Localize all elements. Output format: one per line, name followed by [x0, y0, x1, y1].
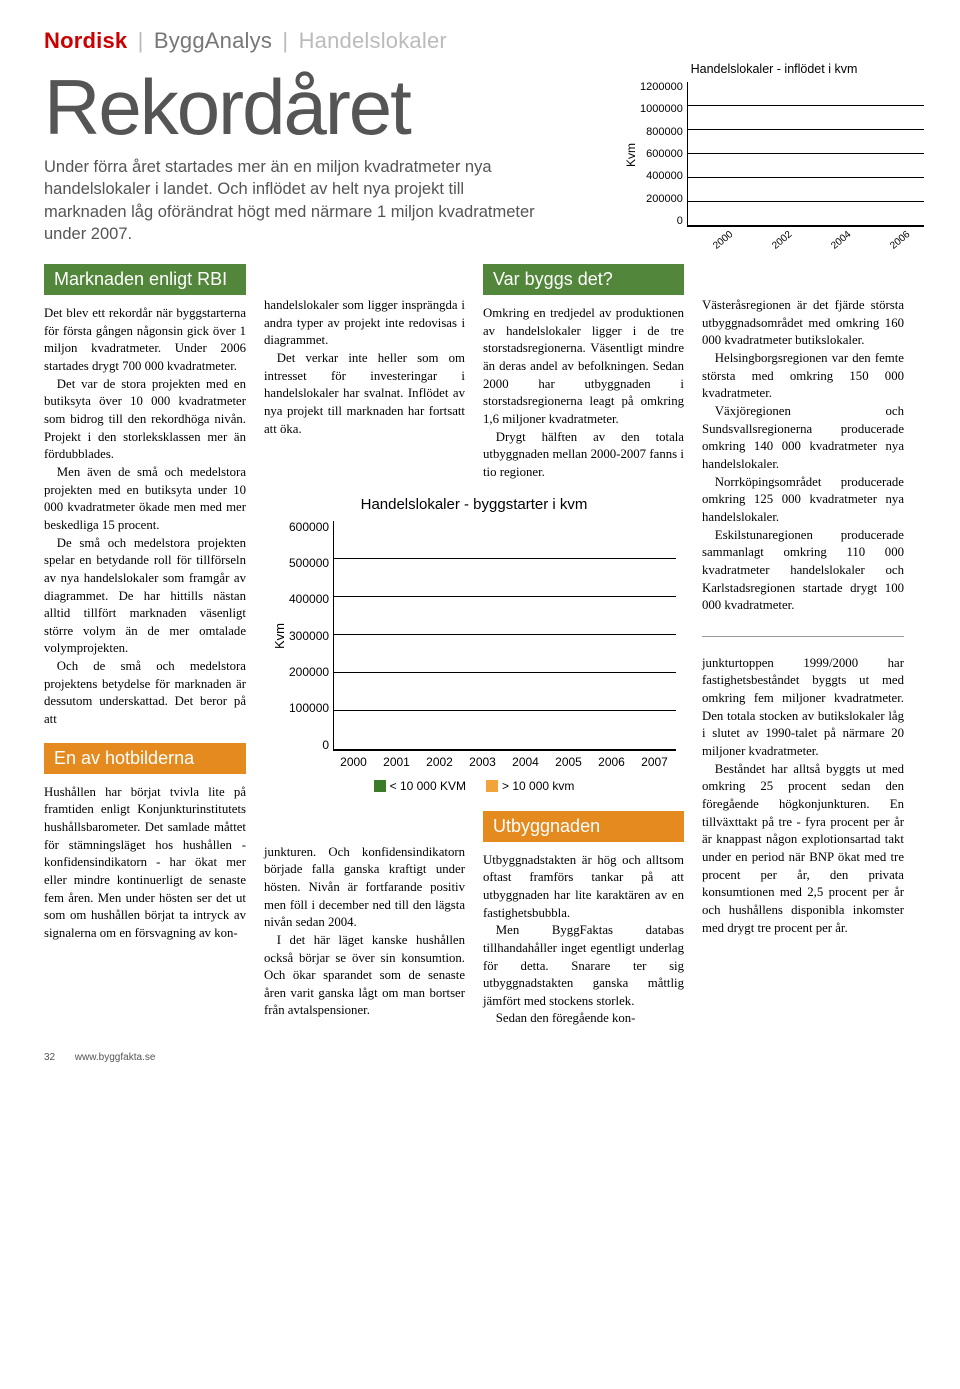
- heading-rbi: Marknaden enligt RBI: [44, 264, 246, 295]
- heading-var: Var byggs det?: [483, 264, 684, 295]
- small-chart-yticks: 120000010000008000006000004000002000000: [640, 82, 687, 227]
- big-chart-xticks: 20002001200220032004200520062007: [332, 755, 676, 769]
- page-title: Rekordåret: [44, 68, 604, 146]
- right-bottom-text: junkturtoppen 1999/2000 har fastighetsbe…: [702, 655, 904, 938]
- midtop-right-text: Omkring en tredjedel av produktionen av …: [483, 305, 684, 482]
- small-chart-ylabel: Kvm: [624, 143, 638, 167]
- big-chart-legend: < 10 000 KVM > 10 000 kvm: [272, 779, 676, 793]
- small-chart: Handelslokaler - inflödet i kvm Kvm 1200…: [624, 62, 924, 252]
- footer: 32 www.byggfakta.se: [44, 1052, 924, 1063]
- small-chart-xticks: 2000200220042006: [688, 229, 924, 240]
- small-chart-plotarea: [687, 82, 924, 227]
- breadcrumb-part2: ByggAnalys: [154, 28, 272, 53]
- midbot-left-text: junkturen. Och konfidens­indikatorn börj…: [264, 844, 465, 1021]
- midbot-right-text: Utbyggnadstakten är hög och alltsom ofta…: [483, 852, 684, 1029]
- big-chart-ylabel: Kvm: [272, 623, 287, 649]
- breadcrumb: Nordisk | ByggAnalys | Handelslokaler: [44, 28, 924, 54]
- legend-b-label: > 10 000 kvm: [502, 779, 574, 793]
- midtop-left-text: handelslokaler som ligger insprängda i a…: [264, 297, 465, 438]
- small-chart-title: Handelslokaler - inflödet i kvm: [624, 62, 924, 76]
- breadcrumb-part3: Handelslokaler: [299, 28, 447, 53]
- breadcrumb-part1: Nordisk: [44, 28, 127, 53]
- big-chart-plotarea: [333, 521, 676, 751]
- big-chart: Handelslokaler - byggstarter i kvm Kvm 6…: [264, 496, 684, 793]
- page-number: 32: [44, 1052, 72, 1063]
- heading-hot: En av hotbilderna: [44, 743, 246, 774]
- right-text: Västeråsregionen är det fjärde största u…: [702, 297, 904, 615]
- col1-bottom-text: Hushållen har börjat tvivla lite på fram…: [44, 784, 246, 943]
- footer-url: www.byggfakta.se: [75, 1052, 156, 1063]
- big-chart-title: Handelslokaler - byggstarter i kvm: [272, 496, 676, 513]
- intro-text: Under förra året startades mer än en mil…: [44, 156, 544, 245]
- big-chart-yticks: 6000005000004000003000002000001000000: [289, 521, 333, 751]
- col1-text: Det blev ett rekordår när byggstarterna …: [44, 305, 246, 729]
- legend-a-label: < 10 000 KVM: [390, 779, 466, 793]
- heading-utb: Utbyggnaden: [483, 811, 684, 842]
